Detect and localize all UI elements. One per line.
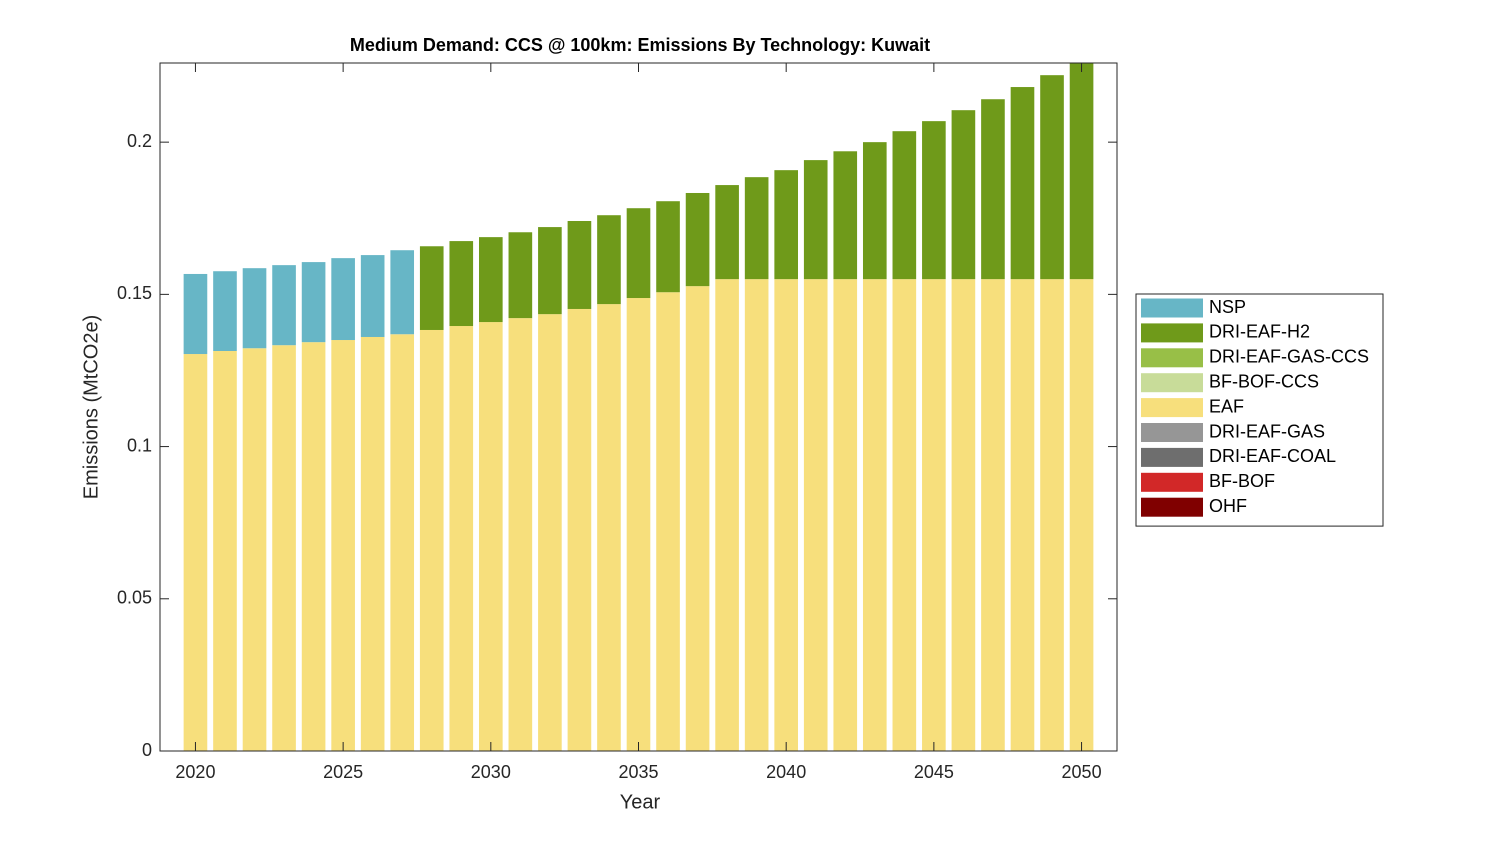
bar-segment (981, 279, 1005, 751)
legend-label: DRI-EAF-GAS (1209, 421, 1325, 441)
legend-label: DRI-EAF-GAS-CCS (1209, 347, 1369, 367)
bar-segment (360, 255, 385, 337)
bar-segment (331, 340, 355, 751)
bar-segment (508, 318, 533, 751)
bar-segment (862, 142, 887, 280)
bar-segment (951, 110, 976, 280)
x-tick-label: 2040 (766, 762, 806, 782)
bar-segment (597, 304, 621, 751)
bar-segment (1010, 279, 1035, 751)
bar-segment (833, 279, 858, 751)
legend-label: DRI-EAF-COAL (1209, 446, 1336, 466)
x-tick-label: 2020 (175, 762, 215, 782)
x-tick-label: 2050 (1062, 762, 1102, 782)
bar-segment (656, 201, 680, 293)
bar-segment (803, 279, 828, 751)
legend-swatch (1141, 323, 1203, 343)
y-tick-label: 0.05 (117, 588, 152, 608)
bar-segment (981, 99, 1005, 280)
bar-segment (390, 334, 415, 751)
bar-segment (242, 348, 267, 751)
legend-swatch (1141, 472, 1203, 492)
y-axis-label: Emissions (MtCO2e) (80, 315, 102, 499)
bar-segment (715, 279, 739, 751)
bar-segment (626, 298, 651, 751)
bar-segment (538, 314, 562, 751)
bar-segment (1069, 279, 1094, 751)
legend-swatch (1141, 348, 1203, 368)
bar-segment (744, 177, 769, 280)
bar-segment (301, 342, 326, 751)
bar-segment (272, 265, 296, 346)
bar-segment (183, 273, 208, 355)
bar-segment (213, 350, 237, 751)
legend-swatch (1141, 447, 1203, 467)
bar-segment (685, 286, 710, 751)
bar-segment (922, 121, 946, 280)
bar-segment (774, 279, 798, 751)
bar-segment (419, 246, 444, 330)
bar-segment (803, 160, 828, 280)
bar-segment (390, 250, 415, 335)
bar-segment (892, 279, 917, 751)
bar-segment (479, 322, 503, 751)
bar-segment (1040, 75, 1064, 280)
bar-segment (272, 345, 296, 751)
bar-segment (479, 237, 503, 323)
x-tick-label: 2025 (323, 762, 363, 782)
bar-segment (951, 279, 976, 751)
bar-segment (1010, 87, 1035, 280)
bar-segment (360, 336, 385, 751)
x-axis-label: Year (620, 791, 661, 813)
bar-segment (597, 215, 621, 305)
bar-segment (1069, 63, 1094, 280)
legend-label: BF-BOF (1209, 471, 1275, 491)
bar-segment (449, 326, 474, 751)
bar-segment (685, 192, 710, 287)
bar-segment (626, 208, 651, 299)
bar-segment (1040, 279, 1064, 751)
x-tick-label: 2035 (618, 762, 658, 782)
bar-segment (242, 268, 267, 349)
bar-segment (508, 232, 533, 319)
legend-swatch (1141, 423, 1203, 442)
x-tick-label: 2045 (914, 762, 954, 782)
bar-segment (862, 279, 887, 751)
bar-segment (567, 308, 592, 751)
y-tick-label: 0 (142, 740, 152, 760)
legend-swatch (1141, 298, 1203, 318)
legend-label: NSP (1209, 297, 1246, 317)
bar-segment (331, 258, 355, 341)
bar-segment (922, 279, 946, 751)
bar-segment (656, 292, 680, 751)
bar-segment (774, 170, 798, 280)
bar-segment (183, 354, 208, 751)
bar-segment (301, 262, 326, 343)
chart-title: Medium Demand: CCS @ 100km: Emissions By… (350, 35, 930, 55)
bar-segment (213, 271, 237, 351)
x-tick-label: 2030 (471, 762, 511, 782)
bar-segment (892, 131, 917, 280)
bar-segment (833, 151, 858, 280)
legend-swatch (1141, 497, 1203, 517)
legend-label: OHF (1209, 496, 1247, 516)
y-tick-label: 0.1 (127, 435, 152, 455)
legend-swatch (1141, 373, 1203, 393)
legend-label: DRI-EAF-H2 (1209, 322, 1310, 342)
bar-segment (744, 279, 769, 751)
y-tick-label: 0.15 (117, 283, 152, 303)
bar-segment (419, 329, 444, 751)
bar-segment (715, 185, 739, 280)
bar-segment (567, 220, 592, 309)
bar-segment (538, 227, 562, 315)
bar-segment (449, 241, 474, 327)
legend-label: EAF (1209, 396, 1244, 416)
legend-label: BF-BOF-CCS (1209, 371, 1319, 391)
legend-swatch (1141, 398, 1203, 418)
y-tick-label: 0.2 (127, 131, 152, 151)
